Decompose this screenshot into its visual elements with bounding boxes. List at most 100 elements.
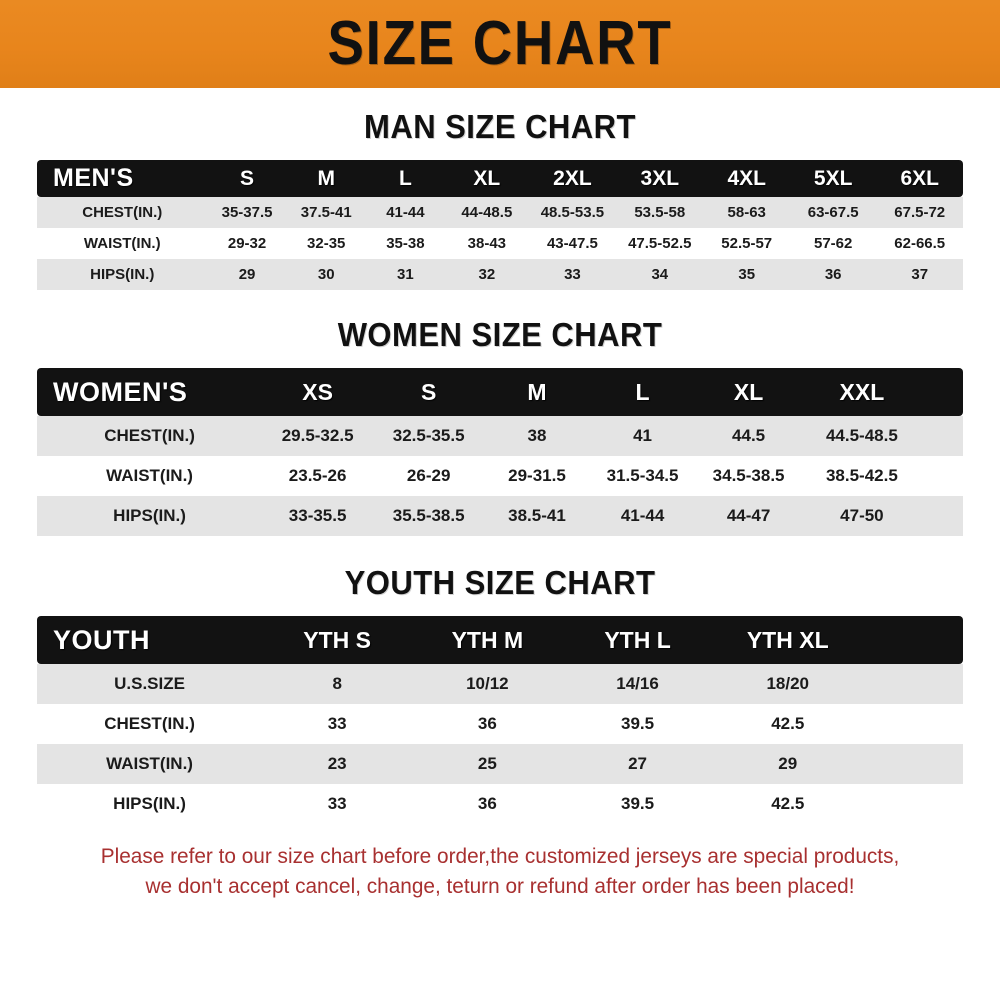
- table-row: WAIST(IN.) 29-32 32-35 35-38 38-43 43-47…: [37, 228, 963, 259]
- youth-header-row: YOUTH YTH S YTH M YTH L YTH XL: [37, 616, 963, 664]
- man-col-header-5: 3XL: [616, 160, 704, 197]
- man-cell-0-7: 63-67.5: [789, 197, 877, 228]
- women-col-header-1: S: [373, 368, 485, 416]
- man-cell-1-4: 43-47.5: [528, 228, 617, 259]
- youth-col-header-2: YTH L: [562, 616, 713, 664]
- women-row-label-2: HIPS(IN.): [37, 496, 263, 536]
- page-banner: SIZE CHART: [0, 0, 1000, 88]
- women-col-header-4: XL: [695, 368, 802, 416]
- man-cell-0-4: 48.5-53.5: [528, 197, 617, 228]
- women-row-label-0: CHEST(IN.): [37, 416, 263, 456]
- women-cell-1-5: 38.5-42.5: [801, 456, 922, 496]
- man-cell-1-0: 29-32: [207, 228, 287, 259]
- women-cell-2-spacer: [921, 496, 963, 536]
- women-table-head: WOMEN'S XS S M L XL XXL: [37, 368, 963, 416]
- youth-cell-2-spacer: [862, 744, 963, 784]
- youth-size-table: YOUTH YTH S YTH M YTH L YTH XL U.S.SIZE …: [37, 616, 963, 824]
- man-table-body: CHEST(IN.) 35-37.5 37.5-41 41-44 44-48.5…: [37, 197, 963, 290]
- women-cell-2-0: 33-35.5: [262, 496, 374, 536]
- footer-line-2: we don't accept cancel, change, teturn o…: [145, 875, 855, 899]
- man-cell-2-5: 34: [616, 259, 704, 290]
- man-cell-0-3: 44-48.5: [444, 197, 529, 228]
- man-table-head: MEN'S S M L XL 2XL 3XL 4XL 5XL 6XL: [37, 160, 963, 197]
- women-cell-1-2: 29-31.5: [484, 456, 590, 496]
- women-cell-1-1: 26-29: [373, 456, 485, 496]
- man-cell-1-5: 47.5-52.5: [616, 228, 704, 259]
- women-cell-1-3: 31.5-34.5: [589, 456, 696, 496]
- man-cell-1-7: 57-62: [789, 228, 877, 259]
- youth-cell-1-2: 39.5: [562, 704, 713, 744]
- youth-cell-0-spacer: [862, 664, 963, 704]
- women-cell-2-5: 47-50: [801, 496, 922, 536]
- man-size-table: MEN'S S M L XL 2XL 3XL 4XL 5XL 6XL CHEST…: [37, 160, 963, 290]
- man-cell-1-6: 52.5-57: [703, 228, 790, 259]
- man-cell-1-8: 62-66.5: [876, 228, 963, 259]
- women-cell-0-3: 41: [589, 416, 696, 456]
- youth-col-header-spacer: [862, 616, 963, 664]
- women-cell-1-4: 34.5-38.5: [695, 456, 802, 496]
- youth-cell-2-1: 25: [412, 744, 563, 784]
- page-title: SIZE CHART: [327, 9, 673, 78]
- youth-row-label-1: CHEST(IN.): [37, 704, 263, 744]
- man-row-label-1: WAIST(IN.): [37, 228, 208, 259]
- man-col-header-6: 4XL: [703, 160, 790, 197]
- women-cell-0-5: 44.5-48.5: [801, 416, 922, 456]
- footer-disclaimer: Please refer to our size chart before or…: [31, 842, 970, 903]
- man-corner-label: MEN'S: [37, 160, 208, 197]
- youth-cell-1-1: 36: [412, 704, 563, 744]
- man-col-header-8: 6XL: [876, 160, 963, 197]
- man-col-header-7: 5XL: [789, 160, 877, 197]
- women-col-header-3: L: [589, 368, 696, 416]
- table-row: CHEST(IN.) 35-37.5 37.5-41 41-44 44-48.5…: [37, 197, 963, 228]
- youth-corner-label: YOUTH: [37, 616, 263, 664]
- man-cell-0-8: 67.5-72: [876, 197, 963, 228]
- women-corner-label: WOMEN'S: [37, 368, 263, 416]
- women-cell-2-2: 38.5-41: [484, 496, 590, 536]
- man-header-row: MEN'S S M L XL 2XL 3XL 4XL 5XL 6XL: [37, 160, 963, 197]
- man-col-header-3: XL: [444, 160, 529, 197]
- man-cell-0-2: 41-44: [365, 197, 445, 228]
- women-table-body: CHEST(IN.) 29.5-32.5 32.5-35.5 38 41 44.…: [37, 416, 963, 536]
- table-row: CHEST(IN.) 29.5-32.5 32.5-35.5 38 41 44.…: [37, 416, 963, 456]
- man-cell-1-2: 35-38: [365, 228, 445, 259]
- table-row: HIPS(IN.) 33 36 39.5 42.5: [37, 784, 963, 824]
- women-header-row: WOMEN'S XS S M L XL XXL: [37, 368, 963, 416]
- youth-cell-3-3: 42.5: [712, 784, 863, 824]
- man-row-label-2: HIPS(IN.): [37, 259, 208, 290]
- youth-cell-3-0: 33: [262, 784, 413, 824]
- women-size-table: WOMEN'S XS S M L XL XXL CHEST(IN.) 29.5-…: [37, 368, 963, 536]
- youth-row-label-0: U.S.SIZE: [37, 664, 263, 704]
- man-cell-2-8: 37: [876, 259, 963, 290]
- women-cell-2-3: 41-44: [589, 496, 696, 536]
- youth-table-body: U.S.SIZE 8 10/12 14/16 18/20 CHEST(IN.) …: [37, 664, 963, 824]
- footer-line-1: Please refer to our size chart before or…: [100, 845, 900, 868]
- youth-cell-0-1: 10/12: [412, 664, 563, 704]
- youth-cell-0-0: 8: [262, 664, 413, 704]
- man-row-label-0: CHEST(IN.): [37, 197, 208, 228]
- youth-cell-3-1: 36: [412, 784, 563, 824]
- man-cell-2-0: 29: [207, 259, 287, 290]
- women-cell-1-0: 23.5-26: [262, 456, 374, 496]
- women-col-header-0: XS: [262, 368, 374, 416]
- women-section-title: WOMEN SIZE CHART: [337, 316, 663, 353]
- table-row: U.S.SIZE 8 10/12 14/16 18/20: [37, 664, 963, 704]
- man-cell-2-4: 33: [528, 259, 617, 290]
- man-cell-0-6: 58-63: [703, 197, 790, 228]
- man-cell-2-3: 32: [444, 259, 529, 290]
- women-cell-2-4: 44-47: [695, 496, 802, 536]
- man-cell-2-2: 31: [365, 259, 445, 290]
- table-row: CHEST(IN.) 33 36 39.5 42.5: [37, 704, 963, 744]
- youth-table-head: YOUTH YTH S YTH M YTH L YTH XL: [37, 616, 963, 664]
- women-cell-0-4: 44.5: [695, 416, 802, 456]
- youth-cell-0-2: 14/16: [562, 664, 713, 704]
- women-table-wrap: WOMEN'S XS S M L XL XXL CHEST(IN.) 29.5-…: [37, 368, 963, 536]
- youth-row-label-2: WAIST(IN.): [37, 744, 263, 784]
- women-cell-0-0: 29.5-32.5: [262, 416, 374, 456]
- youth-cell-3-spacer: [862, 784, 963, 824]
- man-cell-0-1: 37.5-41: [286, 197, 366, 228]
- youth-cell-3-2: 39.5: [562, 784, 713, 824]
- youth-table-wrap: YOUTH YTH S YTH M YTH L YTH XL U.S.SIZE …: [37, 616, 963, 824]
- man-col-header-4: 2XL: [528, 160, 617, 197]
- youth-cell-2-0: 23: [262, 744, 413, 784]
